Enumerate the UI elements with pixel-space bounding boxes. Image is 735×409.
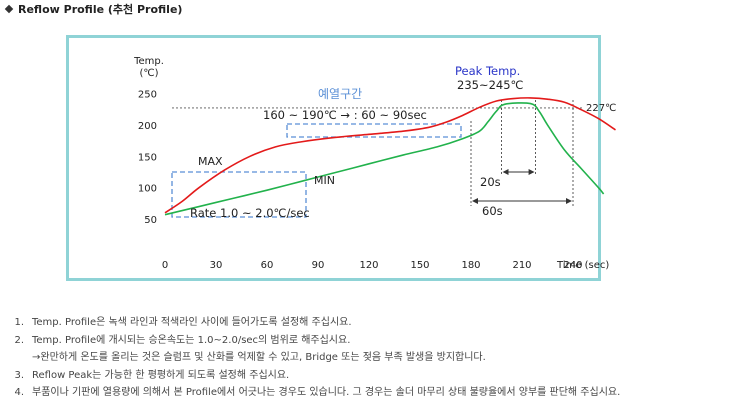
note-text: Temp. Profile은 녹색 라인과 적색라인 사이에 들어가도록 설정해…	[32, 317, 352, 328]
x-tick-label: 180	[461, 260, 480, 271]
y-tick-label: 50	[144, 215, 157, 226]
series-line-min	[164, 102, 605, 216]
rate-zone-box	[171, 171, 307, 218]
y-tick-label: 250	[138, 90, 157, 101]
preheat-range-label: 160 ~ 190℃ → : 60 ~ 90sec	[263, 108, 427, 122]
x-tick-label: 30	[210, 260, 223, 271]
y-axis-unit: (℃)	[139, 68, 158, 79]
section-header: Reflow Profile (추천 Profile)	[4, 2, 182, 16]
preheat-zone-box	[286, 123, 462, 138]
notes-list: 1. Temp. Profile은 녹색 라인과 적색라인 사이에 들어가도록 설…	[4, 314, 620, 402]
y-tick-label: 100	[138, 184, 157, 195]
reference-line-label: 227℃	[586, 103, 616, 114]
note-text: →완만하게 온도를 올리는 것은 슬럼프 및 산화를 억제할 수 있고, Bri…	[32, 352, 486, 363]
peak-20s-label: 20s	[480, 175, 501, 189]
x-tick-label: 120	[359, 260, 378, 271]
peak-title: Peak Temp.	[455, 64, 520, 78]
note-item: 1. Temp. Profile은 녹색 라인과 적색라인 사이에 들어가도록 설…	[4, 314, 620, 332]
x-axis-label: Time (sec)	[556, 260, 609, 271]
y-tick-label: 200	[138, 121, 157, 132]
max-label: MAX	[198, 155, 223, 168]
series-line-max	[164, 97, 616, 214]
preheat-label: 예열구간	[318, 87, 362, 101]
note-item: 2. Temp. Profile에 개시되는 승온속도는 1.0~2.0/sec의…	[4, 332, 620, 350]
note-number: 2.	[14, 334, 24, 346]
note-item: →완만하게 온도를 올리는 것은 슬럼프 및 산화를 억제할 수 있고, Bri…	[4, 349, 620, 367]
peak-range-label: 235~245℃	[457, 78, 524, 92]
x-tick-label: 60	[261, 260, 274, 271]
peak-60s-label: 60s	[482, 204, 503, 218]
min-label: MIN	[314, 174, 335, 187]
x-tick-label: 210	[512, 260, 531, 271]
rate-label: Rate 1.0 ~ 2.0℃/sec	[190, 206, 310, 220]
note-text: Temp. Profile에 개시되는 승온속도는 1.0~2.0/sec의 범…	[32, 334, 351, 346]
x-tick-label: 240	[563, 260, 582, 271]
note-number: 4.	[14, 387, 24, 398]
note-number: 3.	[14, 369, 24, 381]
x-tick-label: 0	[162, 260, 168, 271]
note-text: 부품이나 기판에 열용량에 의해서 본 Profile에서 어긋나는 경우도 있…	[32, 387, 621, 398]
note-item: 4. 부품이나 기판에 열용량에 의해서 본 Profile에서 어긋나는 경우도…	[4, 384, 620, 402]
note-number: 1.	[14, 317, 24, 328]
chart-frame	[66, 35, 601, 281]
note-text: Reflow Peak는 가능한 한 평평하게 되도록 설정해 주십시요.	[32, 369, 290, 381]
note-item: 3. Reflow Peak는 가능한 한 평평하게 되도록 설정해 주십시요.	[4, 367, 620, 385]
section-title: Reflow Profile (추천 Profile)	[18, 3, 183, 16]
y-tick-label: 150	[138, 152, 157, 163]
y-axis-label: Temp.	[133, 56, 164, 67]
x-tick-label: 150	[410, 260, 429, 271]
x-tick-label: 90	[312, 260, 325, 271]
